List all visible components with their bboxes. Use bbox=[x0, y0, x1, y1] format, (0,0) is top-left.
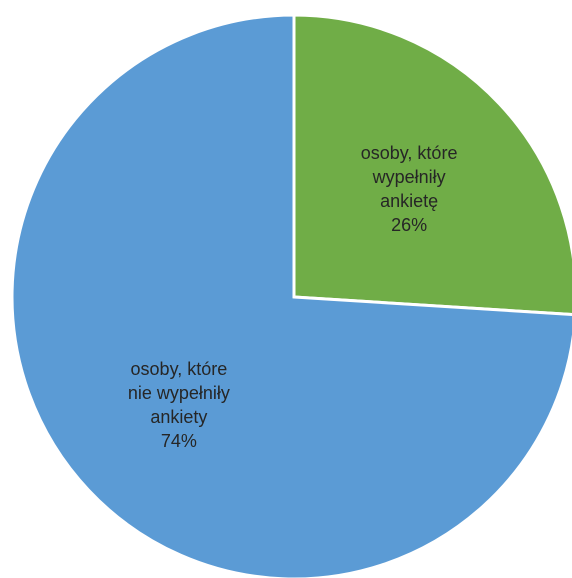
pie-slice-label-line: osoby, które bbox=[131, 359, 228, 379]
pie-slice-label-line: osoby, które bbox=[361, 143, 458, 163]
pie-labels: osoby, które wypełniły ankietę 26%osoby, kt… bbox=[128, 143, 458, 451]
pie-slices bbox=[10, 13, 572, 578]
pie-slice-label-line: nie wypełniły bbox=[128, 383, 230, 403]
pie-slice-label-1: osoby, które nie wypełniły ankiety 74% bbox=[128, 359, 230, 451]
pie-slice-value-label: 74% bbox=[161, 431, 197, 451]
pie-slice-0 bbox=[292, 13, 572, 316]
pie-slice-1 bbox=[10, 13, 572, 578]
pie-slice-label-0: osoby, które wypełniły ankietę 26% bbox=[361, 143, 458, 235]
pie-slice-label-line: ankiety bbox=[150, 407, 207, 427]
pie-slice-value-label: 26% bbox=[391, 215, 427, 235]
pie-slice-label-line: ankietę bbox=[380, 191, 438, 211]
pie-slice-label-line: wypełniły bbox=[372, 167, 446, 187]
